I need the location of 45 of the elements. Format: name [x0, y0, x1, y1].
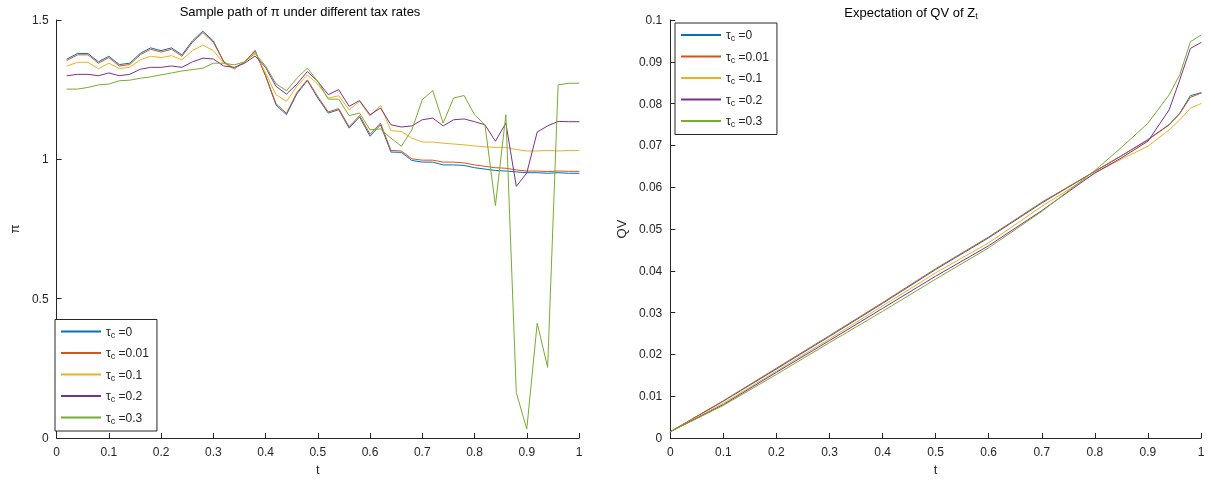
y-tick-label: 0.08 [638, 96, 663, 111]
x-tick-label: 0.6 [361, 445, 379, 459]
y-tick-label: 0 [41, 431, 49, 445]
y-tick-label: 0.03 [638, 305, 663, 320]
y-tick-label: 1 [41, 152, 49, 167]
x-tick-label: 0.9 [1139, 445, 1157, 459]
x-tick-label: 0 [666, 445, 674, 459]
x-tick-label: 0.7 [1033, 445, 1051, 459]
y-tick-label: 0.04 [638, 263, 663, 278]
y-tick-label: 0.07 [638, 138, 663, 153]
x-axis-title: t [315, 462, 320, 477]
x-tick-label: 0.9 [518, 445, 536, 459]
x-tick-label: 0.1 [714, 445, 732, 459]
x-tick-label: 0.5 [927, 445, 945, 459]
y-axis-title: QV [614, 219, 629, 239]
x-tick-label: 0.4 [874, 445, 892, 459]
x-tick-label: 0.8 [1086, 445, 1104, 459]
x-tick-label: 1 [575, 445, 583, 459]
x-tick-label: 0.4 [257, 445, 275, 459]
y-tick-label: 0 [655, 431, 663, 445]
line-series [66, 55, 580, 187]
line-series [66, 52, 580, 430]
x-tick-label: 1 [1197, 445, 1205, 459]
y-tick-label: 0.09 [638, 54, 663, 69]
x-tick-label: 0.6 [980, 445, 998, 459]
y-tick-label: 0.06 [638, 180, 663, 195]
y-tick-label: 0.02 [638, 347, 663, 362]
y-tick-label: 0.5 [31, 291, 49, 306]
x-tick-label: 0.3 [204, 445, 222, 459]
line-series [66, 44, 580, 152]
x-axis-title: t [933, 462, 938, 477]
x-tick-label: 0.1 [100, 445, 118, 459]
y-tick-label: 1.5 [31, 13, 49, 27]
x-tick-label: 0.7 [413, 445, 431, 459]
x-tick-label: 0.5 [309, 445, 327, 459]
chart-title: Sample path of π under different tax rates [179, 4, 421, 19]
y-axis-title: π [7, 224, 22, 234]
y-tick-label: 0.01 [638, 389, 663, 404]
x-tick-label: 0.3 [821, 445, 839, 459]
y-tick-label: 0.1 [645, 13, 663, 27]
x-tick-label: 0.2 [768, 445, 786, 459]
x-tick-label: 0.8 [466, 445, 484, 459]
x-tick-label: 0 [53, 445, 61, 459]
x-tick-label: 0.2 [152, 445, 170, 459]
y-tick-label: 0.05 [638, 222, 663, 236]
